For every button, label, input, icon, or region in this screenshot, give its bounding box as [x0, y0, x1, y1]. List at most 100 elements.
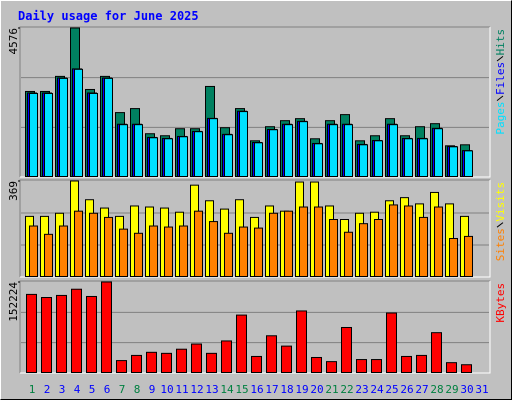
bar: [374, 140, 383, 178]
bar: [419, 216, 428, 277]
bar: [446, 362, 457, 373]
bar: [89, 92, 98, 177]
bar: [86, 295, 97, 374]
bar: [329, 219, 338, 277]
bevel: [20, 281, 491, 374]
bar: [149, 225, 158, 278]
bar: [329, 124, 338, 177]
bar: [29, 92, 38, 177]
bar: [269, 129, 278, 178]
bar: [101, 281, 112, 373]
bar: [134, 232, 143, 277]
x-tick-label: 29: [445, 383, 458, 396]
x-tick-label: 19: [295, 383, 308, 396]
x-tick-label: 7: [119, 383, 126, 396]
bevel: [19, 280, 490, 373]
y-tick-label: 369: [7, 181, 20, 201]
x-tick-label: 16: [250, 383, 263, 396]
chart-title: Daily usage for June 2025: [18, 9, 199, 23]
bar: [206, 352, 217, 374]
bar: [59, 77, 68, 177]
bar: [41, 297, 52, 373]
bar: [119, 228, 128, 277]
bar: [26, 293, 37, 373]
bar: [209, 221, 218, 278]
bar: [284, 124, 293, 177]
bar: [371, 359, 382, 374]
x-tick-label: 13: [205, 383, 218, 396]
bar: [434, 206, 443, 278]
x-tick-label: 17: [265, 383, 278, 396]
legend-separator: [496, 95, 504, 101]
bar: [434, 128, 443, 178]
x-tick-label: 6: [104, 383, 111, 396]
x-tick-label: 21: [325, 383, 338, 396]
bar: [71, 288, 82, 373]
bar: [119, 124, 128, 177]
x-tick-label: 15: [235, 383, 248, 396]
x-tick-label: 5: [89, 383, 96, 396]
bar: [269, 212, 278, 277]
bar: [356, 359, 367, 374]
bar: [251, 355, 262, 374]
bar: [254, 227, 263, 277]
bar: [299, 121, 308, 177]
bar: [404, 138, 413, 177]
bar: [344, 231, 353, 277]
bar: [179, 225, 188, 278]
legend-label: KBytes: [494, 283, 507, 323]
x-tick-label: 28: [430, 383, 443, 396]
bar: [374, 219, 383, 277]
bar: [389, 124, 398, 177]
x-tick-label: 27: [415, 383, 428, 396]
bar: [314, 143, 323, 177]
x-tick-label: 25: [385, 383, 398, 396]
bar: [239, 226, 248, 277]
bar: [194, 131, 203, 177]
bar: [341, 326, 352, 373]
x-tick-label: 26: [400, 383, 413, 396]
bar: [464, 235, 473, 277]
bar: [146, 351, 157, 374]
bar: [404, 205, 413, 278]
bar: [401, 355, 412, 374]
x-tick-label: 14: [220, 383, 234, 396]
bar: [416, 354, 427, 374]
x-tick-label: 10: [160, 383, 173, 396]
bar: [254, 142, 263, 177]
y-tick-label: 152224: [7, 282, 20, 322]
x-tick-label: 2: [44, 383, 51, 396]
legend-separator: [496, 56, 504, 62]
bar: [344, 124, 353, 177]
bar: [326, 361, 337, 374]
bar: [449, 146, 458, 178]
bar: [236, 314, 247, 373]
bar: [311, 356, 322, 373]
bar: [134, 124, 143, 177]
bevel: [19, 179, 490, 277]
bar: [29, 225, 38, 278]
x-tick-label: 8: [134, 383, 141, 396]
x-tick-label: 12: [190, 383, 203, 396]
bar: [149, 137, 158, 177]
bar: [296, 310, 307, 374]
bar: [179, 136, 188, 177]
bar: [461, 364, 472, 374]
x-tick-label: 9: [149, 383, 156, 396]
bar: [104, 77, 113, 177]
bar: [314, 206, 323, 278]
bar: [74, 210, 83, 277]
bar: [116, 360, 127, 373]
bar: [221, 340, 232, 374]
legend-label: Files: [494, 62, 507, 95]
bar: [104, 216, 113, 277]
x-tick-label: 3: [59, 383, 66, 396]
bar: [59, 225, 68, 278]
bar: [359, 144, 368, 177]
bar: [419, 138, 428, 177]
x-tick-label: 4: [74, 383, 81, 396]
bar: [191, 343, 202, 374]
bar: [386, 312, 397, 373]
